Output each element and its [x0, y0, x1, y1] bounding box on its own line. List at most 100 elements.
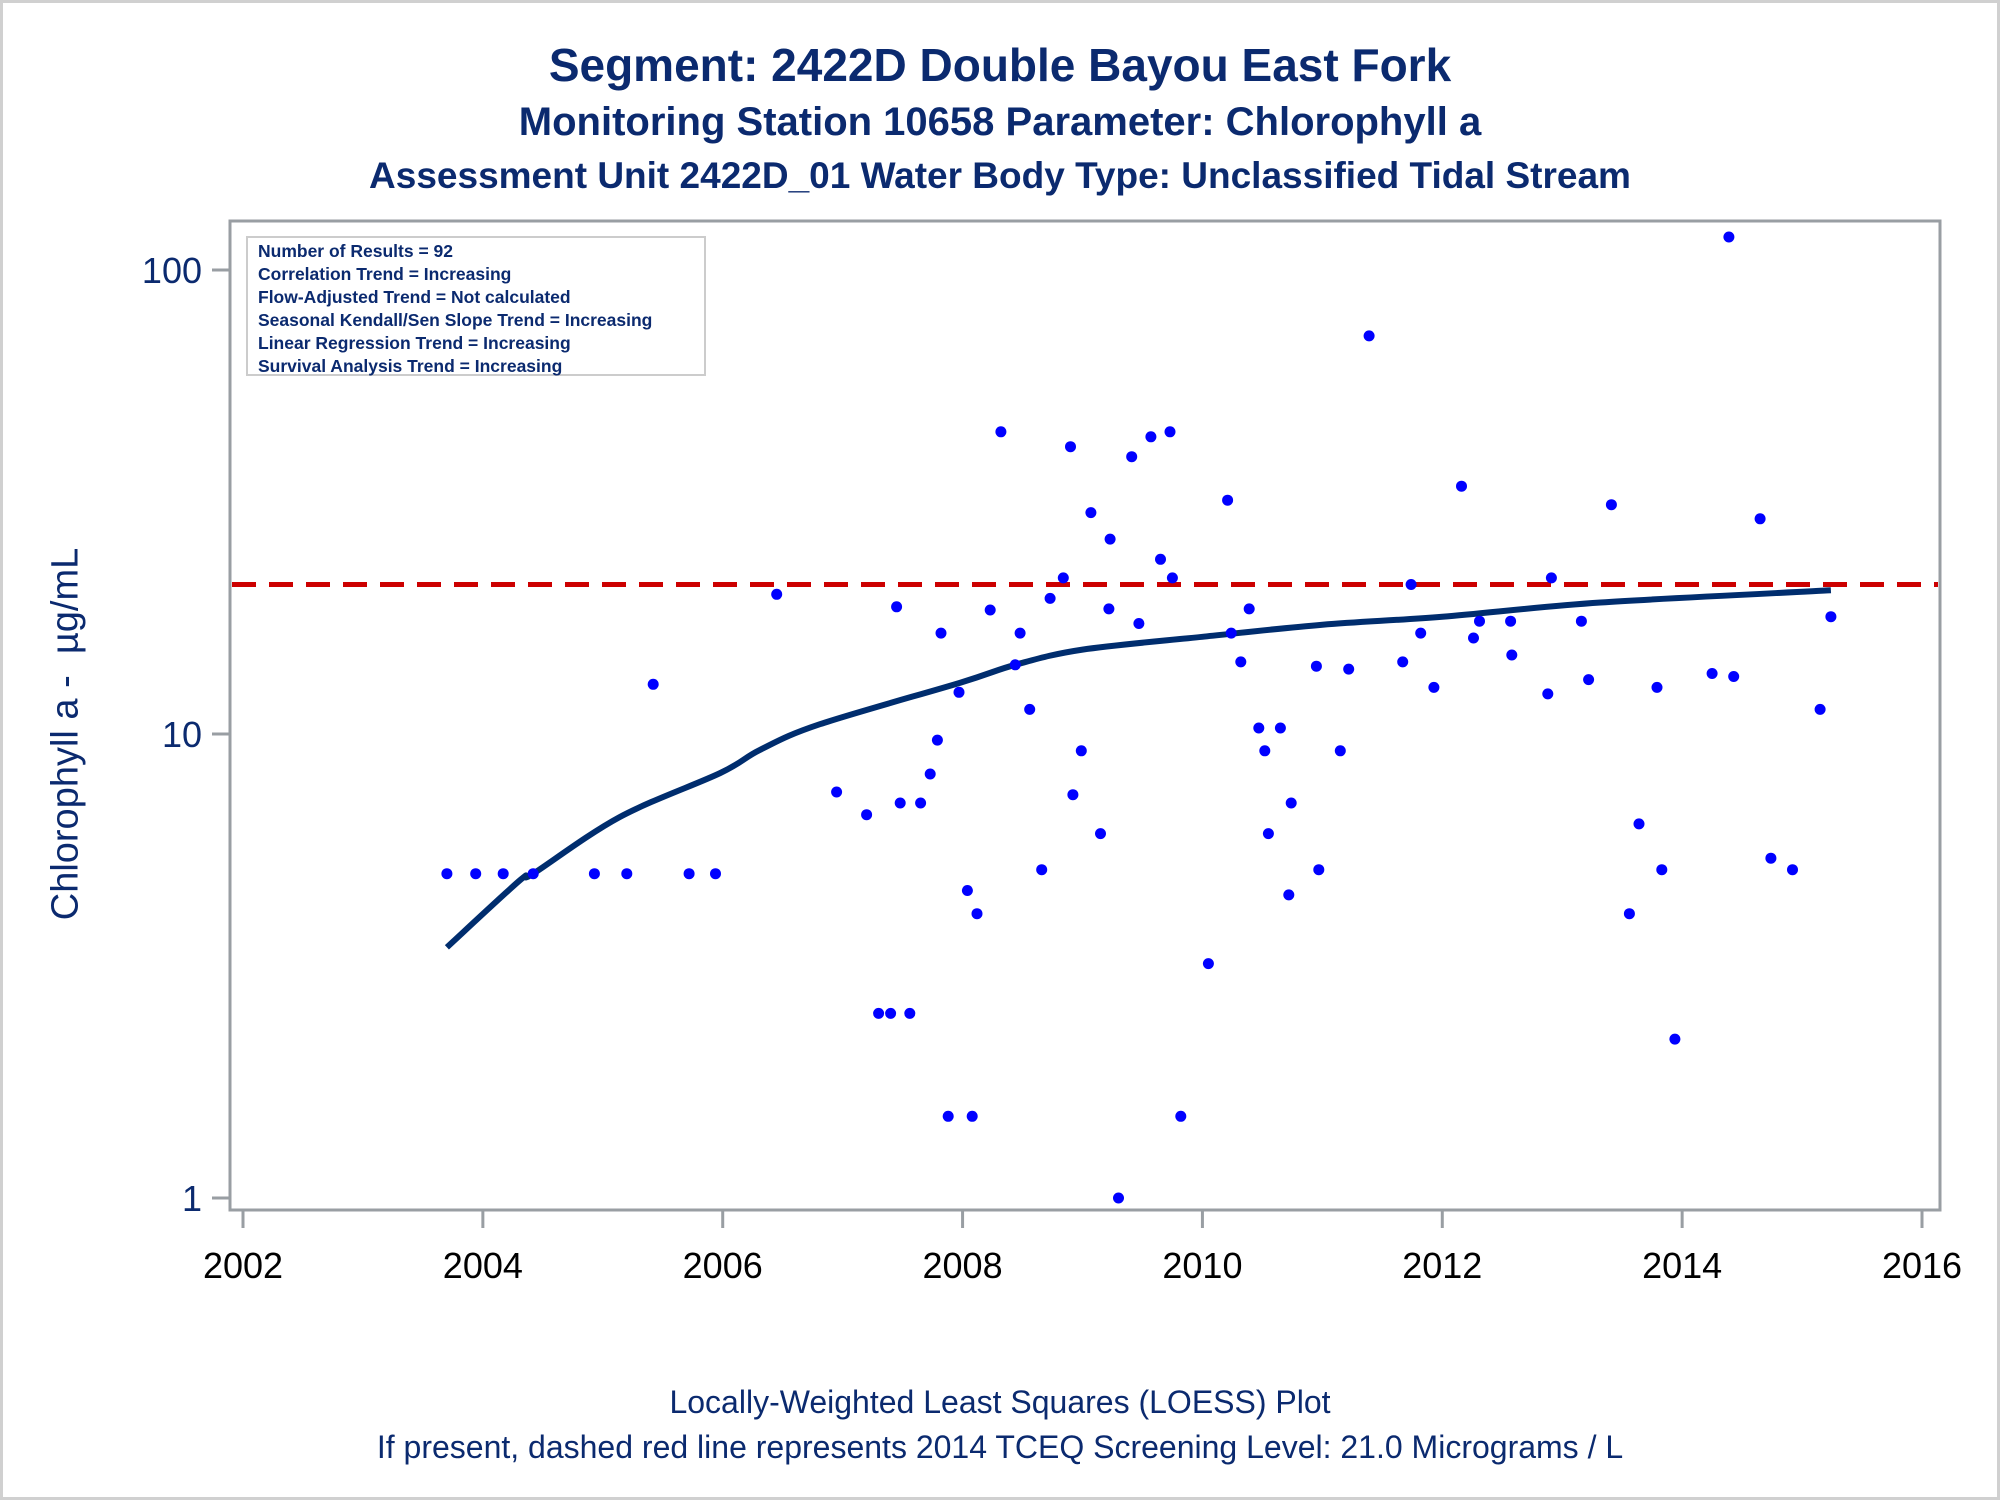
data-point	[1363, 330, 1375, 342]
data-point	[1313, 864, 1325, 876]
chart-title: Segment: 2422D Double Bayou East Fork	[548, 39, 1452, 91]
data-point	[621, 868, 633, 880]
x-tick-label: 2008	[923, 1245, 1003, 1286]
data-point	[1095, 828, 1106, 840]
y-axis: 1 10 100	[142, 250, 230, 1219]
data-point	[1310, 660, 1322, 672]
data-point	[1285, 797, 1297, 809]
data-point	[942, 1110, 954, 1122]
data-point	[1253, 722, 1265, 734]
data-point	[931, 734, 943, 746]
data-point	[1505, 615, 1517, 627]
x-tick-label: 2014	[1642, 1245, 1722, 1286]
data-point	[1262, 828, 1274, 840]
data-point	[470, 868, 482, 880]
data-point	[1623, 908, 1635, 920]
data-point	[831, 786, 843, 798]
data-point	[1103, 603, 1115, 615]
data-point	[1651, 681, 1663, 693]
data-point	[1014, 627, 1026, 639]
data-point	[1669, 1033, 1681, 1045]
legend-seasonal-kendall-trend: Seasonal Kendall/Sen Slope Trend = Incre…	[258, 310, 653, 330]
data-point	[984, 604, 996, 616]
x-tick-label: 2010	[1162, 1245, 1242, 1286]
data-point	[1583, 674, 1595, 686]
data-point	[1728, 671, 1740, 682]
chart-subtitle-assessment-unit: Assessment Unit 2422D_01 Water Body Type…	[369, 155, 1631, 196]
x-tick-label: 2006	[683, 1245, 763, 1286]
data-point	[953, 686, 965, 698]
data-point	[1605, 499, 1617, 511]
y-tick-label: 100	[142, 250, 202, 291]
loess-curve	[444, 587, 1832, 950]
data-point	[1825, 611, 1837, 623]
data-point	[1334, 745, 1346, 757]
x-tick-label: 2012	[1402, 1245, 1482, 1286]
footnote-loess: Locally-Weighted Least Squares (LOESS) P…	[669, 1384, 1331, 1420]
data-point	[1065, 441, 1076, 453]
data-point	[1259, 745, 1271, 757]
data-point	[1754, 513, 1766, 525]
legend-flow-adjusted-trend: Flow-Adjusted Trend = Not calculated	[258, 287, 571, 307]
data-point	[1202, 958, 1214, 970]
x-tick-label: 2002	[203, 1245, 283, 1286]
data-point	[1067, 789, 1079, 801]
plot-frame	[228, 219, 1942, 1212]
data-point	[1723, 231, 1735, 243]
data-point	[1656, 864, 1668, 876]
legend-linear-regression-trend: Linear Regression Trend = Increasing	[258, 333, 571, 353]
data-points	[441, 231, 1837, 1204]
data-point	[1405, 579, 1417, 590]
data-point	[1428, 681, 1440, 693]
data-point	[1575, 615, 1587, 627]
data-point	[588, 868, 600, 880]
data-point	[1274, 722, 1286, 734]
data-point	[1545, 572, 1557, 584]
data-point	[1133, 618, 1145, 629]
data-point	[1166, 572, 1178, 584]
data-point	[527, 868, 539, 880]
data-point	[1024, 703, 1036, 715]
data-point	[710, 868, 721, 880]
data-point	[1243, 603, 1255, 615]
data-point	[935, 627, 947, 639]
data-point	[683, 868, 695, 880]
y-tick-label: 1	[182, 1178, 202, 1219]
data-point	[1075, 745, 1087, 757]
data-point	[1283, 889, 1295, 901]
data-point	[1706, 668, 1718, 679]
data-point	[1814, 703, 1826, 715]
data-point	[1104, 533, 1116, 545]
data-point	[873, 1007, 885, 1019]
data-point	[1415, 627, 1427, 639]
data-point	[497, 868, 509, 880]
data-point	[1044, 592, 1056, 604]
data-point	[1456, 480, 1467, 492]
data-point	[771, 588, 783, 600]
x-tick-label: 2004	[443, 1245, 523, 1286]
data-point	[904, 1007, 916, 1019]
x-tick-label: 2016	[1882, 1245, 1962, 1286]
data-point	[891, 601, 903, 613]
data-point	[1235, 656, 1247, 668]
data-point	[1036, 864, 1048, 876]
data-point	[1009, 659, 1021, 671]
data-point	[1633, 818, 1645, 830]
data-point	[1222, 494, 1234, 506]
x-axis: 2002 2004 2006 2008 2010 2012 2014 2016	[203, 1210, 1962, 1286]
data-point	[1225, 627, 1237, 639]
data-point	[915, 797, 927, 809]
data-point	[1175, 1110, 1187, 1122]
data-point	[1506, 649, 1518, 661]
data-point	[894, 797, 906, 809]
data-point	[1343, 663, 1355, 675]
data-point	[1787, 864, 1798, 876]
data-point	[1057, 572, 1069, 584]
data-point	[961, 885, 973, 896]
data-point	[1155, 553, 1166, 565]
data-point	[441, 868, 453, 880]
data-point	[1542, 688, 1554, 700]
data-point	[1113, 1192, 1124, 1204]
